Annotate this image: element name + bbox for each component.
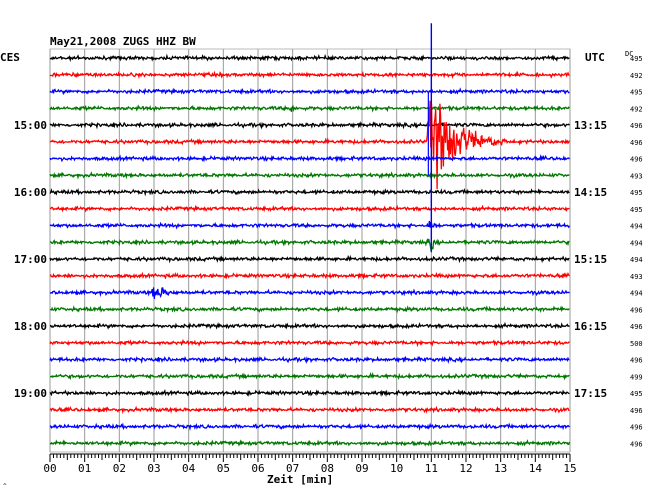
dc-offset-label: 492 (630, 72, 643, 80)
dc-offset-label: 494 (630, 223, 643, 231)
x-tick-label: 04 (182, 462, 196, 475)
x-tick-label: 00 (43, 462, 56, 475)
right-timezone-label: UTC (585, 51, 605, 64)
trace-19 (49, 355, 570, 365)
trace-14 (50, 271, 570, 281)
left-hour-label: 17:00 (14, 253, 47, 266)
trace-1 (49, 53, 570, 63)
dc-offset-label: 495 (630, 189, 643, 197)
trace-3 (49, 87, 570, 96)
x-tick-label: 05 (217, 462, 230, 475)
dc-offset-label: 496 (630, 156, 643, 164)
trace-9 (49, 187, 570, 197)
dc-offset-label: 492 (630, 105, 643, 113)
x-tick-label: 12 (459, 462, 472, 475)
x-tick-label: 11 (425, 462, 438, 475)
left-hour-label: 15:00 (14, 119, 47, 132)
trace-group (49, 23, 571, 448)
dc-offset-label: 496 (630, 139, 643, 147)
x-tick-label: 13 (494, 462, 507, 475)
dc-offset-label: 495 (630, 89, 643, 97)
dc-offset-label: 496 (630, 440, 643, 448)
x-tick-label: 14 (529, 462, 543, 475)
x-tick-label: 08 (321, 462, 334, 475)
x-tick-label: 10 (390, 462, 403, 475)
dc-offset-label: 493 (630, 172, 643, 180)
right-hour-label: 13:15 (574, 119, 607, 132)
trace-16 (49, 305, 570, 314)
trace-15 (49, 287, 570, 299)
x-tick-label: 15 (563, 462, 576, 475)
left-timezone-label: CES (0, 51, 20, 64)
right-hour-label: 14:15 (574, 186, 607, 199)
x-tick-label: 02 (113, 462, 126, 475)
trace-24 (49, 439, 571, 448)
trace-17 (49, 321, 570, 330)
footer-mark: ^ (3, 483, 7, 490)
dc-offset-label: 494 (630, 239, 643, 247)
trace-7 (49, 154, 570, 163)
right-hour-label: 16:15 (574, 320, 607, 333)
trace-21 (49, 389, 570, 398)
trace-5 (49, 121, 570, 130)
dc-offset-label: 495 (630, 55, 643, 63)
right-hour-label: 17:15 (574, 387, 607, 400)
dc-offset-label: 496 (630, 122, 643, 130)
dc-offset-label: 496 (630, 323, 643, 331)
dc-header: DC (625, 50, 633, 58)
dc-offset-label: 499 (630, 373, 643, 381)
right-hour-label: 15:15 (574, 253, 607, 266)
grid (49, 48, 571, 453)
trace-13 (49, 254, 570, 264)
dc-offset-label: 496 (630, 357, 643, 365)
side-labels: 15:00 16:00 17:00 18:00 19:00 13:15 14:15 15:15… (14, 55, 643, 448)
trace-12 (49, 237, 570, 252)
dc-offset-label: 495 (630, 390, 643, 398)
x-tick-label: 09 (355, 462, 368, 475)
trace-11 (49, 220, 570, 230)
x-axis: 00 01 02 03 04 05 06 07 08 09 10 11 12 13 14 15 (43, 453, 577, 475)
chart-title: May21,2008 ZUGS HHZ BW (50, 35, 196, 48)
x-tick-label: 06 (251, 462, 264, 475)
x-tick-label: 03 (147, 462, 160, 475)
dc-offset-label: 494 (630, 290, 643, 298)
trace-10 (49, 204, 570, 213)
x-axis-label: Zeit [min] (267, 473, 333, 486)
dc-offset-label: 496 (630, 424, 643, 432)
trace-18 (49, 338, 570, 348)
dc-offset-label: 500 (630, 340, 643, 348)
trace-2 (49, 70, 570, 80)
left-hour-label: 18:00 (14, 320, 47, 333)
trace-6 (49, 100, 570, 190)
trace-4 (49, 104, 570, 113)
left-hour-label: 16:00 (14, 186, 47, 199)
dc-offset-label: 493 (630, 273, 643, 281)
dc-offset-label: 496 (630, 306, 643, 314)
trace-8 (49, 171, 570, 180)
x-tick-label: 01 (78, 462, 91, 475)
trace-22 (49, 405, 570, 415)
trace-20 (50, 371, 570, 381)
dc-offset-label: 496 (630, 407, 643, 415)
trace-23 (49, 422, 570, 431)
dc-offset-label: 494 (630, 256, 643, 264)
x-tick-label: 07 (286, 462, 299, 475)
dc-offset-label: 495 (630, 206, 643, 214)
left-hour-label: 19:00 (14, 387, 47, 400)
